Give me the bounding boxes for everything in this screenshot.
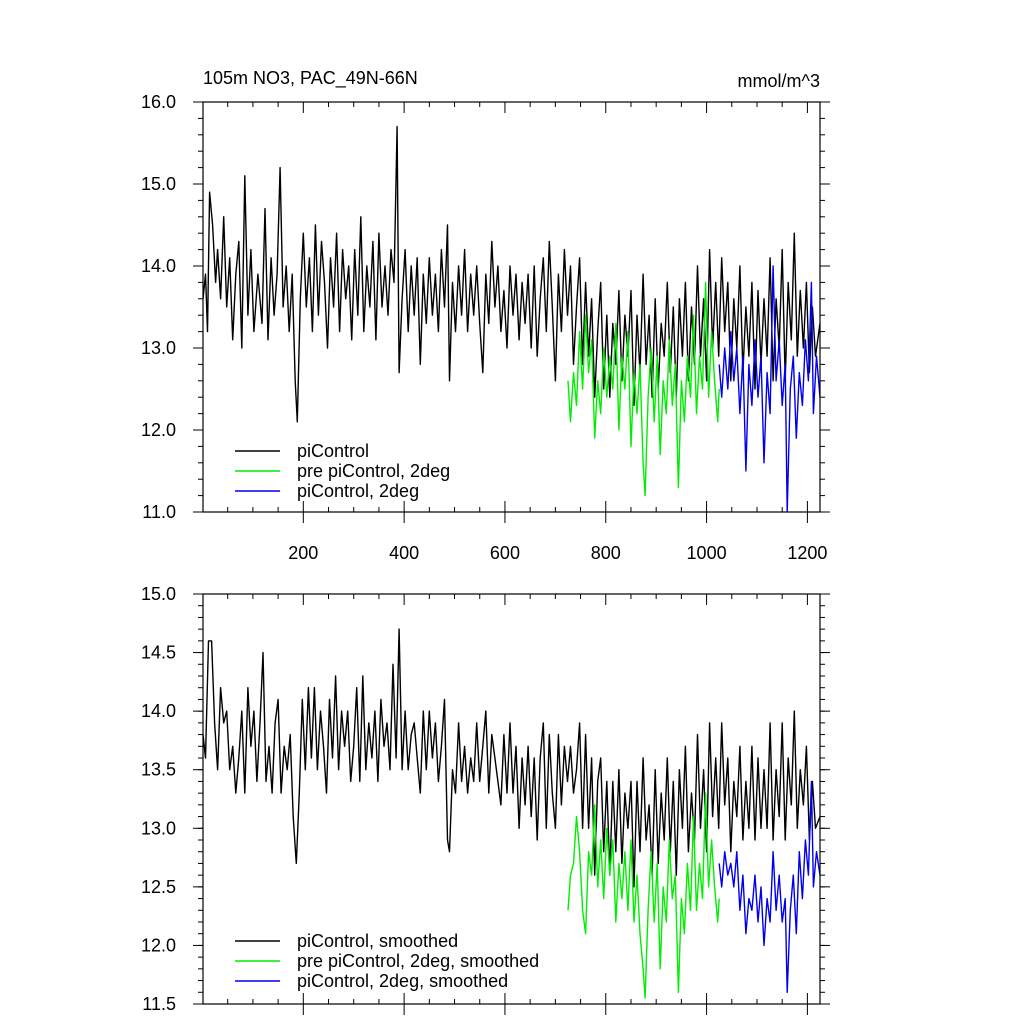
legend-label: piControl, 2deg	[297, 481, 419, 501]
legend-label: pre piControl, 2deg, smoothed	[297, 951, 539, 971]
y-tick-label: 14.0	[141, 701, 176, 721]
y-tick-label: 11.5	[142, 994, 176, 1014]
legend-label: piControl, 2deg, smoothed	[297, 971, 508, 991]
plot-area	[203, 125, 820, 512]
units-label: mmol/m^3	[738, 71, 820, 91]
legend-label: piControl	[297, 441, 369, 461]
y-tick-label: 16.0	[141, 92, 176, 112]
top-panel: 200 400 600 800 1000 1200 11.0 12.0 13.0 14.0 15.0…	[141, 92, 830, 563]
series-line-2	[567, 281, 720, 497]
series-line-3	[718, 265, 820, 512]
y-tick-label: 13.0	[141, 338, 176, 358]
y-tick-label: 12.5	[141, 877, 176, 897]
x-tick-label: 400	[389, 543, 419, 563]
x-tick-label: 800	[591, 543, 621, 563]
y-tick-label: 11.0	[142, 502, 176, 522]
y-tick-label: 13.0	[141, 818, 176, 838]
bottom-panel: 11.5 12.0 12.5 13.0 13.5 14.0 14.5 15.0 piContro…	[141, 584, 830, 1015]
x-tick-label: 200	[288, 543, 318, 563]
y-tick-label: 15.0	[141, 174, 176, 194]
x-tick-label: 600	[490, 543, 520, 563]
y-tick-label: 14.5	[141, 643, 176, 663]
legend-label: pre piControl, 2deg	[297, 461, 450, 481]
y-tick-label: 15.0	[141, 584, 176, 604]
y-tick-label: 12.0	[141, 420, 176, 440]
series-line-1	[203, 125, 820, 423]
plot-frame	[202, 593, 821, 1005]
series-line-2	[567, 792, 720, 999]
y-tick-label: 12.0	[141, 935, 176, 955]
plot-frame	[202, 101, 821, 513]
series-line-1	[203, 628, 820, 888]
x-tick-label: 1000	[687, 543, 727, 563]
x-tick-label: 1200	[787, 543, 827, 563]
plot-area	[203, 628, 820, 999]
y-tick-label: 14.0	[141, 256, 176, 276]
series-line-3	[718, 780, 820, 993]
plot-title: 105m NO3, PAC_49N-66N	[203, 68, 418, 89]
y-tick-label: 13.5	[141, 760, 176, 780]
legend-label: piControl, smoothed	[297, 931, 458, 951]
